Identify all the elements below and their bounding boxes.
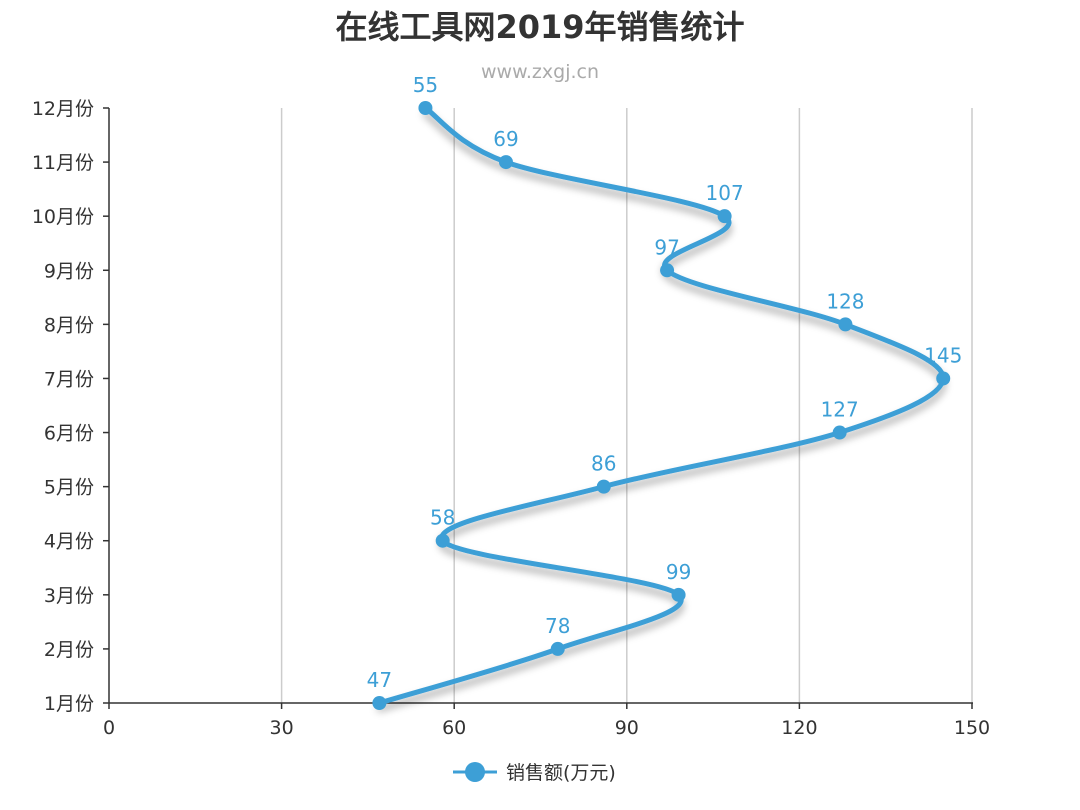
data-label: 128 [826, 289, 864, 313]
data-point [838, 317, 853, 332]
legend-label: 销售额(万元) [506, 762, 616, 784]
legend: 销售额(万元) [453, 762, 616, 784]
x-tick-label: 0 [103, 717, 115, 739]
axes: 0 30 60 90 120 150 1月份 2月份 3月份 4月份 5月份 6月份 7月份 8月份 9月份… [32, 98, 990, 739]
data-point [435, 533, 450, 548]
chart-title: 在线工具网2019年销售统计 [335, 8, 744, 46]
legend-marker [465, 762, 485, 782]
data-point [372, 696, 387, 710]
x-tick-label: 90 [615, 717, 639, 739]
data-label: 99 [666, 560, 691, 584]
y-tick-label: 12月份 [32, 98, 94, 120]
data-point [832, 425, 847, 440]
y-tick-label: 9月份 [44, 260, 94, 282]
x-tick-label: 30 [270, 717, 294, 739]
y-tick-label: 11月份 [32, 152, 94, 174]
data-label: 58 [430, 506, 455, 530]
chart-subtitle: www.zxgj.cn [481, 61, 599, 83]
data-label: 78 [545, 614, 570, 638]
grid-lines [280, 108, 973, 703]
data-point [498, 155, 513, 170]
data-label: 127 [821, 398, 859, 422]
y-tick-label: 10月份 [32, 206, 94, 228]
x-tick-label: 60 [442, 717, 466, 739]
y-tick-label: 3月份 [44, 585, 94, 607]
y-tick-label: 4月份 [44, 531, 94, 553]
data-label: 107 [706, 181, 744, 205]
data-point [660, 263, 675, 278]
y-tick-label: 1月份 [44, 693, 94, 715]
data-label: 86 [591, 452, 616, 476]
y-tick-label: 7月份 [44, 368, 94, 390]
y-tick-label: 5月份 [44, 477, 94, 499]
data-label: 55 [413, 73, 438, 97]
series: 47 78 99 58 86 127 145 128 97 107 69 55 [367, 73, 962, 710]
y-tick-label: 2月份 [44, 639, 94, 661]
data-point [671, 587, 686, 602]
x-tick-label: 120 [781, 717, 817, 739]
y-tick-label: 6月份 [44, 423, 94, 445]
data-label: 69 [493, 127, 518, 151]
data-point [717, 209, 732, 224]
y-tick-label: 8月份 [44, 314, 94, 336]
data-point [418, 101, 433, 115]
data-point [596, 479, 611, 494]
data-label: 145 [924, 343, 962, 367]
data-point [550, 641, 565, 656]
data-label: 47 [367, 668, 392, 692]
data-label: 97 [654, 235, 679, 259]
data-point [936, 371, 951, 386]
x-tick-label: 150 [954, 717, 990, 739]
